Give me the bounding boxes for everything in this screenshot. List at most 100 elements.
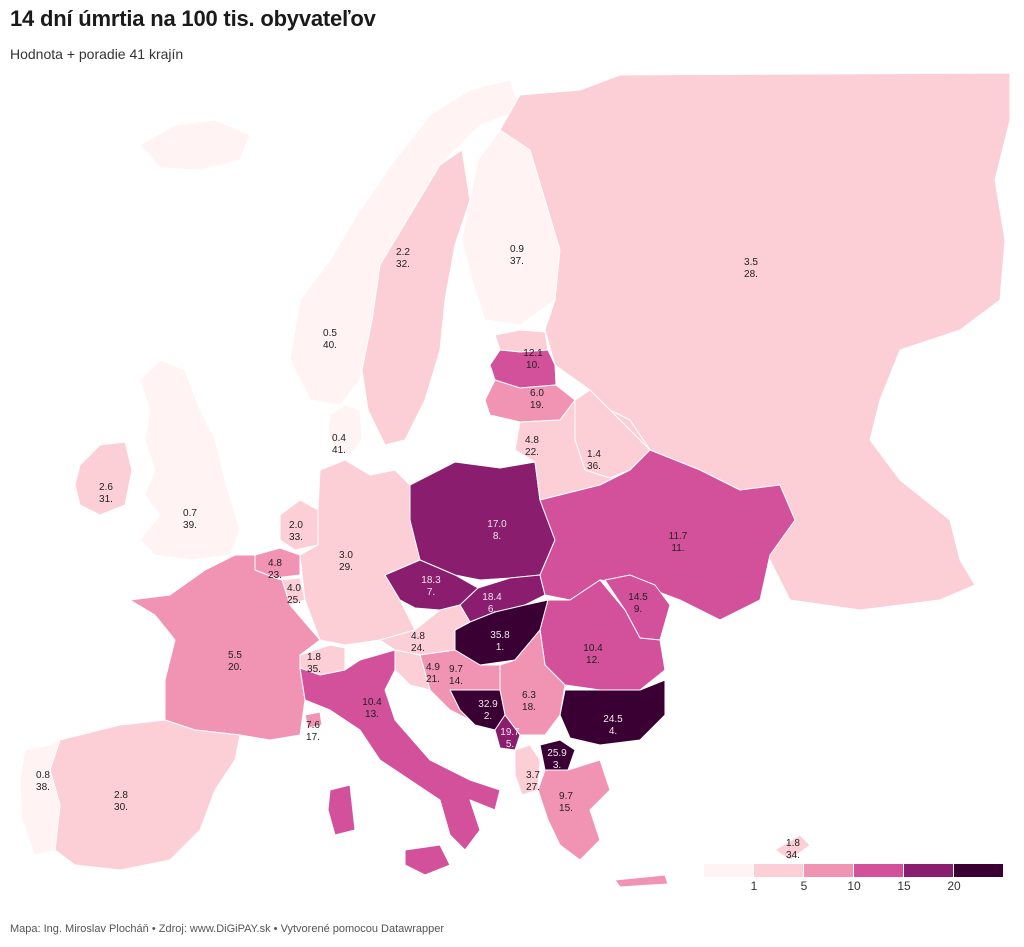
region-crete[interactable] bbox=[614, 874, 669, 888]
region-value-poland: 17.0 bbox=[487, 519, 507, 530]
region-rank-france: 20. bbox=[228, 662, 242, 673]
region-value-italy: 10.4 bbox=[362, 697, 382, 708]
region-rank-spain: 30. bbox=[114, 802, 128, 813]
footer-credit: Mapa: Ing. Miroslav Plocháň • Zdroj: www… bbox=[10, 923, 445, 935]
region-labels: 0.540. 2.232. 0.937. 3.528. 12.110. 6.019. 0.4… bbox=[36, 244, 800, 861]
region-rank-finland: 37. bbox=[510, 256, 524, 267]
region-rank-serbia: 18. bbox=[522, 702, 536, 713]
region-value-albania: 3.7 bbox=[526, 770, 540, 781]
region-value-hungary: 35.8 bbox=[490, 630, 510, 641]
region-value-france: 5.5 bbox=[228, 650, 242, 661]
region-iceland[interactable] bbox=[139, 119, 251, 171]
region-value-germany: 3.0 bbox=[339, 550, 353, 561]
region-value-finland: 0.9 bbox=[510, 244, 524, 255]
region-value-bosnia: 32.9 bbox=[478, 699, 498, 710]
region-ukraine[interactable] bbox=[539, 449, 796, 621]
legend-tick-label: 5 bbox=[801, 879, 808, 893]
legend-swatch bbox=[904, 864, 953, 877]
region-rank-luxembourg: 25. bbox=[287, 595, 301, 606]
region-rank-russia-north: 36. bbox=[587, 461, 601, 472]
region-value-norway: 0.5 bbox=[323, 328, 337, 339]
region-value-ireland: 2.6 bbox=[99, 482, 113, 493]
region-rank-italy: 13. bbox=[365, 709, 379, 720]
region-rank-cyprus: 34. bbox=[786, 850, 800, 861]
region-value-slovenia: 4.9 bbox=[426, 662, 440, 673]
legend-tick-label: 15 bbox=[897, 879, 911, 893]
region-value-slovakia: 18.4 bbox=[482, 592, 502, 603]
legend-swatch bbox=[704, 864, 753, 877]
legend-swatch bbox=[854, 864, 903, 877]
region-rank-switzerland: 35. bbox=[307, 664, 321, 675]
region-rank-netherlands: 33. bbox=[289, 532, 303, 543]
region-value-luxembourg: 4.0 bbox=[287, 583, 301, 594]
region-rank-denmark: 41. bbox=[332, 445, 346, 456]
region-rank-hungary: 1. bbox=[496, 642, 504, 653]
region-portugal[interactable] bbox=[19, 739, 61, 856]
region-monaco[interactable] bbox=[304, 711, 323, 729]
region-rank-albania: 27. bbox=[526, 782, 540, 793]
region-rank-greece: 15. bbox=[559, 803, 573, 814]
region-rank-uk: 39. bbox=[183, 520, 197, 531]
region-rank-austria: 24. bbox=[411, 643, 425, 654]
region-sweden[interactable] bbox=[361, 149, 471, 446]
region-denmark[interactable] bbox=[327, 404, 363, 456]
region-rank-montenegro: 5. bbox=[506, 739, 514, 750]
region-montenegro[interactable] bbox=[494, 714, 521, 751]
region-rank-portugal: 38. bbox=[36, 782, 50, 793]
legend-tick-label: 1 bbox=[751, 879, 758, 893]
region-rank-germany: 29. bbox=[339, 562, 353, 573]
region-value-serbia: 6.3 bbox=[522, 690, 536, 701]
region-cyprus[interactable] bbox=[774, 834, 811, 861]
region-rank-bulgaria: 4. bbox=[609, 726, 617, 737]
region-value-croatia: 9.7 bbox=[449, 664, 463, 675]
legend-swatch bbox=[754, 864, 803, 877]
region-rank-belgium: 23. bbox=[268, 570, 282, 581]
region-rank-norway: 40. bbox=[323, 340, 337, 351]
region-bulgaria[interactable] bbox=[559, 679, 666, 746]
region-spain[interactable] bbox=[49, 719, 241, 871]
region-rank-lithuania: 19. bbox=[530, 400, 544, 411]
region-rank-latvia: 10. bbox=[526, 360, 540, 371]
region-rank-russia: 28. bbox=[744, 269, 758, 280]
region-rank-north-macedonia: 3. bbox=[553, 760, 561, 771]
region-rank-monaco: 17. bbox=[306, 732, 320, 743]
region-rank-belarus: 22. bbox=[525, 447, 539, 458]
region-value-lithuania: 6.0 bbox=[530, 388, 544, 399]
region-value-belarus: 4.8 bbox=[525, 435, 539, 446]
region-rank-slovakia: 6. bbox=[488, 604, 496, 615]
region-value-latvia: 12.1 bbox=[523, 348, 543, 359]
region-rank-moldova: 9. bbox=[634, 604, 642, 615]
region-poland[interactable] bbox=[409, 461, 556, 581]
region-value-moldova: 14.5 bbox=[628, 592, 648, 603]
region-north-macedonia[interactable] bbox=[539, 739, 576, 771]
legend-tick-label: 10 bbox=[847, 879, 861, 893]
region-sicily[interactable] bbox=[404, 844, 451, 876]
region-greece[interactable] bbox=[537, 759, 611, 861]
region-uk[interactable] bbox=[139, 359, 241, 561]
region-ireland[interactable] bbox=[74, 441, 133, 516]
region-value-russia: 3.5 bbox=[744, 257, 758, 268]
region-rank-croatia: 14. bbox=[449, 676, 463, 687]
region-france[interactable] bbox=[129, 554, 321, 741]
region-value-portugal: 0.8 bbox=[36, 770, 50, 781]
region-rank-czechia: 7. bbox=[427, 587, 435, 598]
legend: 1 5 10 15 20 bbox=[704, 864, 1003, 893]
region-value-romania: 10.4 bbox=[583, 643, 603, 654]
region-rank-ireland: 31. bbox=[99, 494, 113, 505]
legend-tick-label: 20 bbox=[947, 879, 961, 893]
region-germany[interactable] bbox=[299, 459, 421, 646]
region-value-montenegro: 19.7 bbox=[500, 727, 520, 738]
region-value-north-macedonia: 25.9 bbox=[547, 748, 567, 759]
region-value-sweden: 2.2 bbox=[396, 247, 410, 258]
legend-swatch bbox=[954, 864, 1003, 877]
region-sardinia[interactable] bbox=[327, 784, 356, 836]
region-value-greece: 9.7 bbox=[559, 791, 573, 802]
region-rank-slovenia: 21. bbox=[426, 674, 440, 685]
region-value-belgium: 4.8 bbox=[268, 558, 282, 569]
region-norway[interactable] bbox=[289, 79, 521, 406]
region-italy[interactable] bbox=[299, 649, 501, 851]
region-value-uk: 0.7 bbox=[183, 508, 197, 519]
region-value-bulgaria: 24.5 bbox=[603, 714, 623, 725]
region-value-denmark: 0.4 bbox=[332, 433, 346, 444]
